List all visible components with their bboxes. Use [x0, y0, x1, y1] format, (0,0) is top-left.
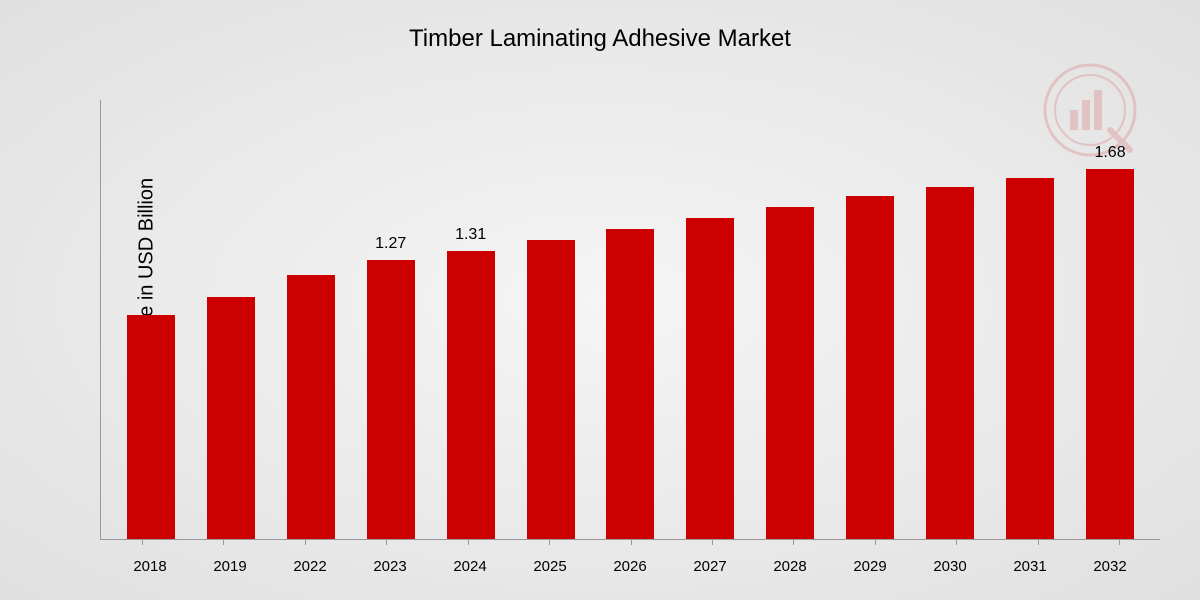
- x-axis-label: 2029: [830, 558, 910, 575]
- bar-group: [111, 315, 191, 539]
- bar-group: [511, 240, 591, 539]
- x-tick: [223, 539, 224, 545]
- x-tick: [956, 539, 957, 545]
- x-tick: [1038, 539, 1039, 545]
- x-axis-label: 2018: [110, 558, 190, 575]
- bar-group: [271, 275, 351, 539]
- bar: [766, 207, 814, 539]
- bar-group: [910, 187, 990, 539]
- bar: [287, 275, 335, 539]
- bar-group: 1.68: [1070, 169, 1150, 539]
- bar: [606, 229, 654, 539]
- x-axis-labels: 2018201920222023202420252026202720282029…: [100, 558, 1160, 575]
- x-tick: [468, 539, 469, 545]
- x-axis-label: 2026: [590, 558, 670, 575]
- bar-group: [750, 207, 830, 539]
- x-axis-label: 2024: [430, 558, 510, 575]
- bar: [686, 218, 734, 539]
- bar: 1.27: [367, 260, 415, 539]
- bar-value-label: 1.27: [375, 235, 406, 253]
- x-axis-label: 2030: [910, 558, 990, 575]
- x-axis-label: 2025: [510, 558, 590, 575]
- bar-group: [670, 218, 750, 539]
- x-tick: [142, 539, 143, 545]
- bars-container: 1.27 1.31 1.68: [101, 100, 1160, 539]
- bar-group: [990, 178, 1070, 539]
- x-tick: [712, 539, 713, 545]
- bar: [127, 315, 175, 539]
- bar: [527, 240, 575, 539]
- x-tick: [386, 539, 387, 545]
- x-axis-label: 2027: [670, 558, 750, 575]
- x-tick: [549, 539, 550, 545]
- bar: 1.31: [447, 251, 495, 539]
- bar: [207, 297, 255, 539]
- x-tick: [305, 539, 306, 545]
- bar-group: [830, 196, 910, 539]
- bar-value-label: 1.68: [1094, 144, 1125, 162]
- chart-container: Timber Laminating Adhesive Market Market…: [0, 0, 1200, 600]
- x-tick: [793, 539, 794, 545]
- bar-group: [191, 297, 271, 539]
- x-tick: [875, 539, 876, 545]
- x-axis-label: 2031: [990, 558, 1070, 575]
- x-tick: [631, 539, 632, 545]
- x-axis-label: 2023: [350, 558, 430, 575]
- bar-value-label: 1.31: [455, 226, 486, 244]
- bar-group: 1.31: [431, 251, 511, 539]
- x-axis-label: 2032: [1070, 558, 1150, 575]
- x-axis-label: 2019: [190, 558, 270, 575]
- chart-title: Timber Laminating Adhesive Market: [409, 25, 791, 53]
- bar: 1.68: [1086, 169, 1134, 539]
- x-axis-label: 2022: [270, 558, 350, 575]
- bar: [846, 196, 894, 539]
- x-tick: [1119, 539, 1120, 545]
- bar: [1006, 178, 1054, 539]
- x-axis-label: 2028: [750, 558, 830, 575]
- bar: [926, 187, 974, 539]
- bar-group: [591, 229, 671, 539]
- plot-area: 1.27 1.31 1.68: [100, 100, 1160, 540]
- bar-group: 1.27: [351, 260, 431, 539]
